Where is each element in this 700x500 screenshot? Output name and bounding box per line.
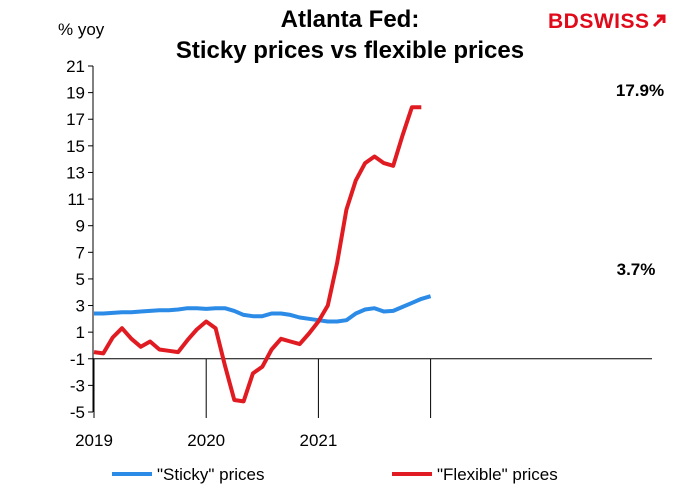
- data-labels: 3.7% 17.9%: [616, 81, 664, 279]
- y-tick-label: -5: [70, 403, 85, 422]
- x-tick-label: 2020: [187, 431, 225, 450]
- flexible-prices-line: [93, 105, 422, 404]
- y-tick-label: 19: [66, 84, 85, 103]
- y-tick-label: 11: [67, 190, 85, 209]
- flexible-end-label: 17.9%: [616, 81, 664, 100]
- y-tick-label: -1: [70, 350, 85, 369]
- y-tick-label: 1: [76, 323, 85, 342]
- chart-title-line2: Sticky prices vs flexible prices: [175, 37, 525, 64]
- legend-flexible-label: "Flexible" prices: [437, 465, 558, 484]
- y-tick-label: 9: [76, 217, 85, 236]
- sticky-prices-line: [94, 294, 432, 324]
- y-tick-label: 5: [76, 270, 85, 289]
- y-tick-label: 3: [76, 297, 85, 316]
- logo-text-bd: BD: [548, 10, 580, 33]
- y-axis-unit-label: % yoy: [58, 20, 105, 39]
- legend: "Sticky" prices "Flexible" prices: [112, 465, 558, 484]
- bdswiss-logo: BDSWISS: [548, 10, 667, 34]
- y-tick-label: 7: [76, 243, 85, 262]
- y-tick-label: -3: [70, 376, 85, 395]
- chart-title-line1: Atlanta Fed:: [280, 6, 420, 33]
- x-tick-label: 2021: [299, 431, 337, 450]
- x-tick-label: 2019: [75, 431, 113, 450]
- y-tick-label: 15: [66, 137, 85, 156]
- x-axis: 2019 2020 2021: [75, 358, 652, 450]
- logo-arrow-icon: [652, 14, 666, 28]
- y-tick-label: 21: [66, 57, 85, 76]
- y-axis: 21 19 17 15 13 11 9 7 5 3 1 -1 -3 -5: [66, 57, 94, 422]
- y-tick-label: 13: [66, 163, 85, 182]
- legend-sticky-label: "Sticky" prices: [157, 465, 264, 484]
- sticky-end-label: 3.7%: [617, 260, 656, 279]
- logo-text-swiss: SWISS: [579, 10, 650, 33]
- series-layer: [93, 105, 432, 404]
- chart-title: Atlanta Fed: Sticky prices vs flexible p…: [0, 4, 700, 66]
- y-tick-label: 17: [66, 110, 85, 129]
